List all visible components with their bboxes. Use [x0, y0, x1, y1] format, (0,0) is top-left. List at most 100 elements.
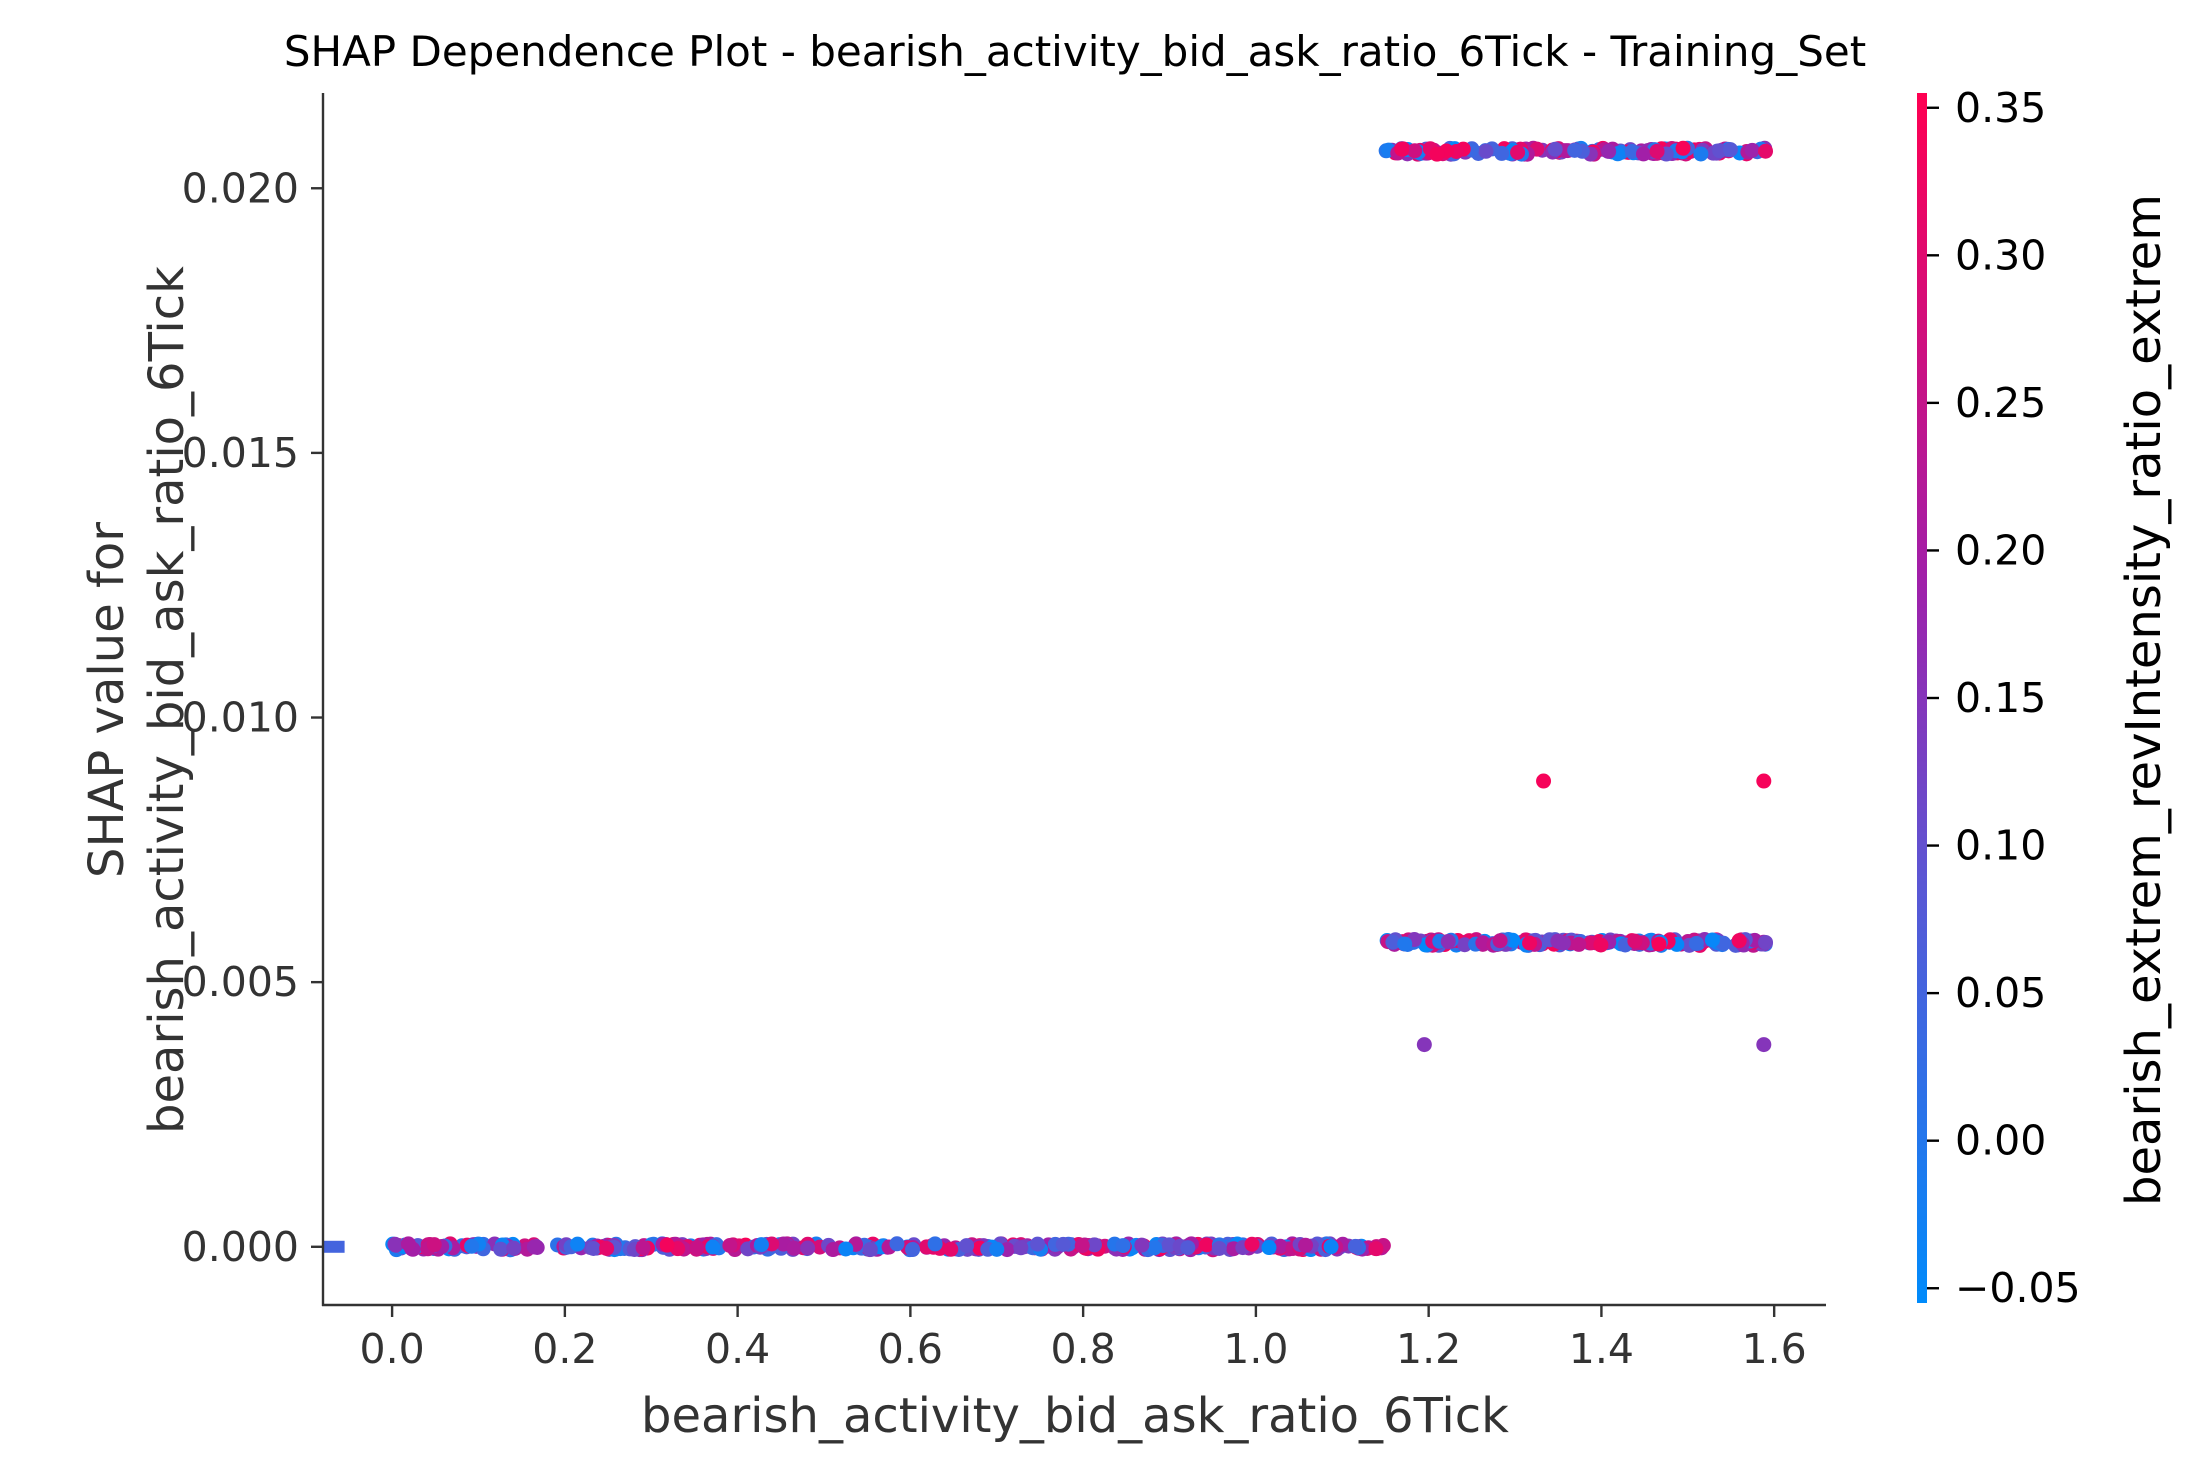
x-axis-title: bearish_activity_bid_ask_ratio_6Tick [641, 1388, 1509, 1444]
scatter-point [862, 1242, 878, 1258]
scatter-point [1298, 1237, 1314, 1253]
scatter-point [1624, 143, 1640, 159]
scatter-point [1211, 1240, 1227, 1256]
scatter-point [927, 1236, 943, 1252]
colorbar-title: bearish_extrem_revIntensity_ratio_extrem [2116, 194, 2172, 1206]
scatter-point [1567, 142, 1583, 158]
scatter-point [1492, 933, 1508, 949]
scatter-point [959, 1238, 975, 1254]
scatter-point [1601, 143, 1617, 159]
scatter-point [1522, 935, 1538, 951]
x-tick-label: 0.2 [532, 1325, 597, 1373]
colorbar-tick-label: 0.25 [1955, 379, 2046, 427]
x-tick-label: 0.0 [359, 1325, 424, 1373]
scatter-point [388, 1237, 404, 1253]
missing-values-marker [323, 1240, 345, 1253]
scatter-point [1536, 773, 1552, 789]
scatter-point [1440, 934, 1456, 950]
colorbar-tick-label: 0.20 [1955, 526, 2046, 574]
scatter-point [786, 1240, 802, 1256]
y-axis-title-line-1: SHAP value for [79, 522, 135, 878]
x-tick-label: 0.6 [878, 1325, 943, 1373]
scatter-point [1712, 143, 1728, 159]
scatter-point [1547, 141, 1563, 157]
scatter-point [1368, 1241, 1384, 1257]
scatter-point [1555, 935, 1571, 951]
colorbar-ticks: −0.05 0.00 0.05 0.10 0.15 0.20 0.25 0.30 0.35 [1927, 84, 2081, 1312]
scatter-point [493, 1241, 509, 1257]
scatter-point [1397, 936, 1413, 952]
scatter-point [989, 1241, 1005, 1257]
scatter-point [1272, 1238, 1288, 1254]
scatter-point [1147, 1240, 1163, 1256]
scatter-point [635, 1240, 651, 1256]
scatter-point [659, 1237, 675, 1253]
scatter-point [1758, 934, 1774, 950]
chart-title: SHAP Dependence Plot - bearish_activity_… [284, 27, 1866, 76]
scatter-point [1756, 1037, 1772, 1053]
scatter-point [1244, 1236, 1260, 1252]
scatter-point [1731, 933, 1747, 949]
scatter-point [1494, 145, 1510, 161]
scatter-point [825, 1242, 841, 1258]
scatter-point [464, 1238, 480, 1254]
scatter-point [1758, 143, 1774, 159]
scatter-point [1649, 143, 1665, 159]
scatter-point [1261, 1240, 1277, 1256]
x-tick-label: 1.6 [1742, 1325, 1807, 1373]
y-tick-label: 0.020 [182, 164, 299, 212]
scatter-point [1651, 936, 1667, 952]
scatter-point [1756, 773, 1772, 789]
scatter-point [1704, 932, 1720, 948]
scatter-point [1571, 936, 1587, 952]
scatter-point [1429, 146, 1445, 162]
scatter-point [689, 1240, 705, 1256]
colorbar-tick-label: 0.00 [1955, 1117, 2046, 1165]
scatter-point [1115, 1238, 1131, 1254]
x-tick-label: 1.4 [1569, 1325, 1634, 1373]
scatter-point [570, 1236, 586, 1252]
scatter-point [506, 1240, 522, 1256]
scatter-point [1086, 1237, 1102, 1253]
scatter-point [905, 1242, 921, 1258]
scatter-point [1074, 1238, 1090, 1254]
scatter-point [426, 1237, 442, 1253]
scatter-point [1593, 937, 1609, 953]
y-tick-label: 0.015 [182, 429, 299, 477]
scatter-point [1347, 1238, 1363, 1254]
scatter-point [1675, 140, 1691, 156]
scatter-point [1180, 1240, 1196, 1256]
scatter-point [753, 1237, 769, 1253]
colorbar-tick-label: 0.05 [1955, 969, 2046, 1017]
colorbar-tick-label: 0.35 [1955, 84, 2046, 132]
scatter-point [1416, 1037, 1432, 1053]
colorbar-tick-label: 0.30 [1955, 231, 2046, 279]
y-axis-title-line-2: bearish_activity_bid_ask_ratio_6Tick [139, 266, 195, 1134]
scatter-points [323, 140, 1774, 1258]
scatter-point [1030, 1236, 1046, 1252]
scatter-point [1693, 146, 1709, 162]
colorbar-tick-label: 0.10 [1955, 822, 2046, 870]
scatter-point [1323, 1239, 1339, 1255]
scatter-point [800, 1240, 816, 1256]
colorbar [1917, 93, 1927, 1303]
scatter-point [585, 1240, 601, 1256]
scatter-point [1199, 1237, 1215, 1253]
scatter-point [1627, 933, 1643, 949]
scatter-point [400, 1236, 416, 1252]
x-tick-label: 1.0 [1223, 1325, 1288, 1373]
scatter-point [1688, 935, 1704, 951]
scatter-point [1510, 144, 1526, 160]
scatter-point [1134, 1237, 1150, 1253]
scatter-point [1744, 142, 1760, 158]
plot-axes [321, 93, 1826, 1307]
y-tick-label: 0.005 [182, 958, 299, 1006]
y-tick-label: 0.000 [182, 1223, 299, 1271]
scatter-point [1457, 937, 1473, 953]
scatter-point [1478, 143, 1494, 159]
scatter-point [1013, 1240, 1029, 1256]
scatter-point [1055, 1236, 1071, 1252]
scatter-point [1407, 143, 1423, 159]
scatter-point [1385, 934, 1401, 950]
